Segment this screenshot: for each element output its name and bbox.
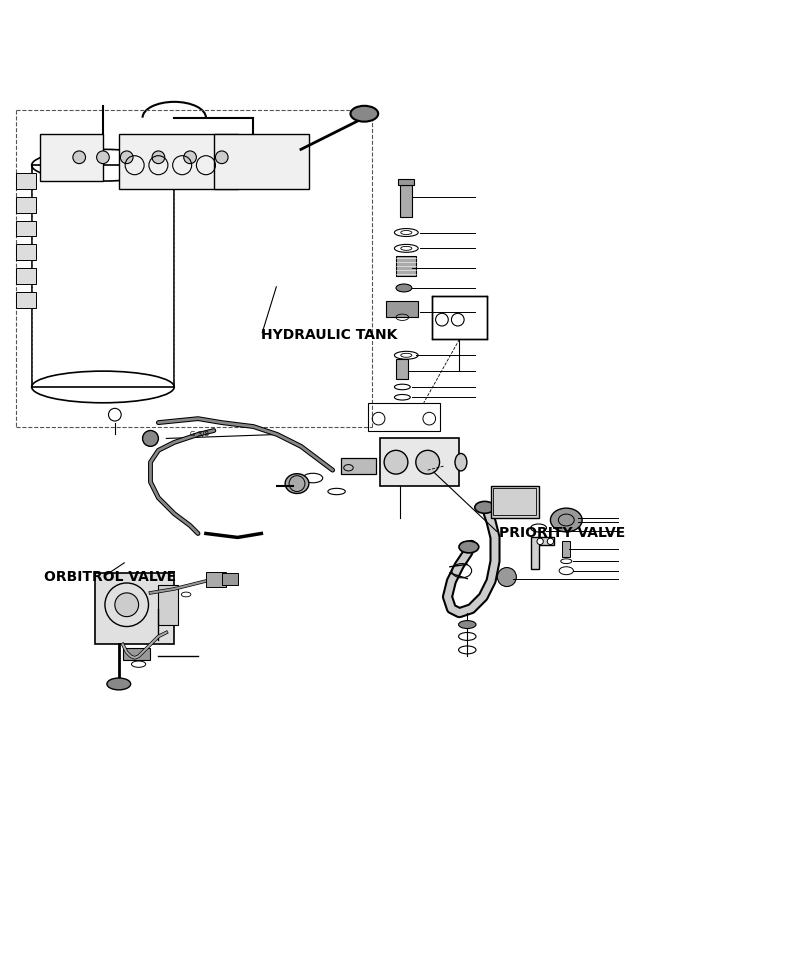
Circle shape	[97, 151, 109, 164]
Bar	[396, 256, 416, 276]
Bar	[16, 245, 36, 260]
Bar	[432, 296, 487, 339]
Circle shape	[547, 538, 554, 545]
Bar	[562, 542, 570, 557]
Bar	[368, 403, 440, 431]
Bar	[16, 221, 36, 236]
Bar	[396, 360, 408, 379]
Ellipse shape	[550, 508, 582, 532]
Ellipse shape	[474, 501, 494, 513]
Bar	[95, 573, 174, 644]
Circle shape	[152, 151, 165, 164]
Bar	[40, 134, 103, 181]
Text: HYDRAULIC TANK: HYDRAULIC TANK	[261, 329, 398, 342]
Bar	[32, 165, 174, 387]
Circle shape	[143, 431, 158, 446]
Circle shape	[120, 151, 133, 164]
Ellipse shape	[350, 106, 379, 121]
Bar	[493, 489, 536, 516]
Circle shape	[73, 151, 86, 164]
Bar	[380, 439, 459, 486]
Text: PRIORITY VALVE: PRIORITY VALVE	[499, 526, 625, 541]
Circle shape	[537, 538, 543, 545]
Bar	[386, 302, 418, 317]
Ellipse shape	[455, 453, 466, 470]
Bar	[491, 486, 539, 518]
Ellipse shape	[107, 678, 131, 690]
Polygon shape	[531, 538, 554, 569]
Ellipse shape	[459, 621, 476, 629]
Bar	[222, 573, 238, 585]
Bar	[341, 458, 376, 474]
Ellipse shape	[459, 541, 478, 553]
Bar	[214, 134, 309, 189]
Ellipse shape	[285, 473, 309, 494]
Bar	[123, 649, 150, 660]
Bar	[398, 178, 414, 185]
Text: ORBITROL VALVE: ORBITROL VALVE	[44, 570, 176, 584]
Ellipse shape	[115, 593, 139, 617]
Bar	[158, 585, 178, 625]
Circle shape	[384, 450, 408, 474]
Bar	[119, 134, 238, 189]
Bar	[206, 573, 226, 586]
Circle shape	[215, 151, 228, 164]
Text: G 3/8: G 3/8	[190, 431, 209, 437]
Ellipse shape	[396, 284, 412, 292]
Bar	[16, 197, 36, 213]
Bar	[400, 185, 412, 217]
Bar	[16, 292, 36, 308]
Circle shape	[497, 568, 516, 586]
Bar	[16, 268, 36, 284]
Bar	[16, 174, 36, 189]
Circle shape	[184, 151, 196, 164]
Circle shape	[416, 450, 440, 474]
